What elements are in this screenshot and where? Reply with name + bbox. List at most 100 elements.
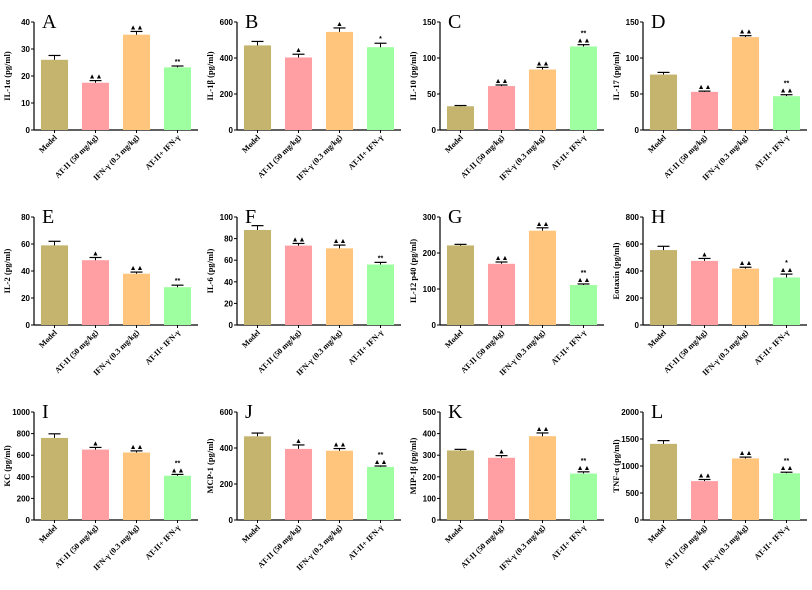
- x-tick-label: AT-II+ IFN-γ: [752, 133, 791, 172]
- panel-k: K MIP-1β (pg/ml) 0 100 200 300 400 500 Model AT-I…: [406, 390, 609, 585]
- significance-marker: **: [581, 270, 587, 277]
- panel-letter: F: [245, 206, 256, 228]
- bar: [772, 277, 801, 325]
- panel-i: I KC (pg/ml) 0 200 400 600 800 1000 Model AT-II (…: [0, 390, 203, 585]
- bar: [284, 448, 313, 520]
- bar: [569, 285, 598, 325]
- panel-l: L TNF-α (pg/ml) 0 500 1000 1500 2000 Model AT-II…: [609, 390, 812, 585]
- x-tick-label: AT-II (50 mg/kg): [662, 523, 709, 570]
- panel-letter: E: [42, 206, 54, 228]
- panel-letter: G: [448, 206, 462, 228]
- y-tick-label: 100: [220, 213, 234, 222]
- significance-marker: ▲: [295, 438, 302, 445]
- bar: [772, 96, 801, 130]
- panel-letter: H: [651, 206, 665, 228]
- y-tick-label: 0: [432, 321, 437, 330]
- y-axis-label: IL-17 (pg/ml): [611, 51, 621, 100]
- y-tick-label: 80: [21, 213, 30, 222]
- significance-marker: ▲▲: [130, 24, 144, 31]
- significance-marker: ▲▲: [374, 459, 388, 466]
- y-tick-label: 200: [626, 294, 640, 303]
- y-tick-label: 100: [423, 54, 437, 63]
- x-tick-label: Model: [37, 523, 59, 545]
- y-tick-label: 2000: [621, 408, 639, 417]
- bar: [325, 450, 354, 520]
- significance-marker: ▲▲: [536, 426, 550, 433]
- bar: [163, 67, 192, 130]
- significance-marker: **: [175, 460, 181, 467]
- y-tick-label: 10: [21, 99, 30, 108]
- y-tick-label: 0: [432, 516, 437, 525]
- y-tick-label: 800: [626, 213, 640, 222]
- bar: [366, 47, 395, 131]
- bar: [649, 250, 678, 325]
- panel-a: A IL-1α (pg/ml) 0 10 20 30 40 Model AT-II (50 mg…: [0, 0, 203, 195]
- bar: [569, 46, 598, 131]
- bar: [81, 82, 110, 130]
- y-tick-label: 40: [224, 278, 233, 287]
- y-tick-label: 20: [21, 294, 30, 303]
- x-tick-label: Model: [240, 133, 262, 155]
- bar: [649, 74, 678, 130]
- x-tick-label: AT-II (50 mg/kg): [459, 328, 506, 375]
- y-axis-label: IL-12 p40 (pg/ml): [408, 239, 418, 303]
- bar: [731, 458, 760, 520]
- bar: [446, 450, 475, 520]
- bar: [163, 287, 192, 325]
- bar: [122, 452, 151, 520]
- y-tick-label: 400: [423, 430, 437, 439]
- significance-marker: ▲▲: [536, 60, 550, 67]
- y-tick-label: 300: [423, 213, 437, 222]
- significance-marker: ▲▲: [780, 465, 794, 472]
- y-tick-label: 200: [220, 480, 234, 489]
- y-axis-label: Eotaxin (pg/ml): [611, 242, 621, 299]
- bar: [122, 273, 151, 325]
- bar: [731, 37, 760, 131]
- significance-marker: ▲▲: [89, 74, 103, 81]
- y-tick-label: 500: [423, 408, 437, 417]
- panel-letter: I: [42, 401, 49, 423]
- significance-marker: **: [784, 81, 790, 88]
- x-tick-label: Model: [240, 523, 262, 545]
- significance-marker: ▲▲: [333, 442, 347, 449]
- x-tick-label: Model: [443, 523, 465, 545]
- significance-marker: *: [379, 36, 382, 43]
- bar: [487, 457, 516, 520]
- x-tick-label: AT-II+ IFN-γ: [346, 133, 385, 172]
- y-tick-label: 50: [630, 90, 639, 99]
- bar: [81, 260, 110, 325]
- bar: [325, 31, 354, 130]
- y-tick-label: 1500: [621, 435, 639, 444]
- significance-marker: **: [175, 59, 181, 66]
- x-tick-label: Model: [240, 328, 262, 350]
- bar: [81, 449, 110, 520]
- y-tick-label: 600: [17, 451, 31, 460]
- bar: [690, 260, 719, 325]
- significance-marker: *: [785, 260, 788, 267]
- y-tick-label: 150: [626, 18, 640, 27]
- panel-e: E IL-2 (pg/ml) 0 20 40 60 80 Model AT-II (50 mg/…: [0, 195, 203, 390]
- y-tick-label: 0: [26, 516, 31, 525]
- significance-marker: ▲▲: [495, 255, 509, 262]
- y-tick-label: 0: [229, 321, 234, 330]
- y-tick-label: 0: [229, 126, 234, 135]
- x-tick-label: AT-II+ IFN-γ: [143, 328, 182, 367]
- significance-marker: ▲▲: [577, 38, 591, 45]
- y-tick-label: 300: [423, 451, 437, 460]
- x-tick-label: AT-II (50 mg/kg): [256, 133, 303, 180]
- bar: [772, 473, 801, 520]
- y-tick-label: 100: [423, 285, 437, 294]
- y-tick-label: 600: [626, 240, 640, 249]
- panel-letter: L: [651, 401, 663, 423]
- x-tick-label: Model: [443, 328, 465, 350]
- significance-marker: **: [581, 31, 587, 38]
- bar: [731, 268, 760, 325]
- bar: [366, 466, 395, 520]
- panel-c: C IL-10 (pg/ml) 0 50 100 150 Model AT-II (50 mg…: [406, 0, 609, 195]
